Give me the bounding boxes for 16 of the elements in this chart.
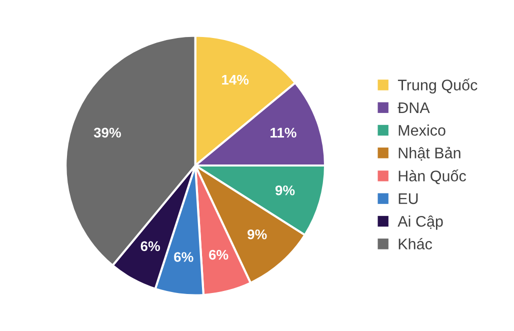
- legend-label: Hàn Quốc: [398, 170, 466, 184]
- data-label: 9%: [275, 185, 295, 196]
- legend-label: Ai Cập: [398, 215, 443, 230]
- data-label: 9%: [248, 229, 267, 240]
- data-label: 6%: [174, 252, 194, 262]
- data-label: 14%: [222, 74, 249, 85]
- data-label: 39%: [94, 128, 121, 138]
- legend-label: Khác: [398, 238, 432, 250]
- legend-label: ĐNA: [398, 102, 430, 113]
- data-label: 6%: [209, 250, 228, 260]
- data-label: 6%: [140, 241, 160, 252]
- legend-label: Mexico: [398, 124, 446, 136]
- legend-label: Trung Quốc: [398, 78, 478, 94]
- legend-label: Nhật Bản: [398, 146, 460, 161]
- data-label: 11%: [270, 128, 296, 138]
- legend-label: EU: [398, 193, 418, 204]
